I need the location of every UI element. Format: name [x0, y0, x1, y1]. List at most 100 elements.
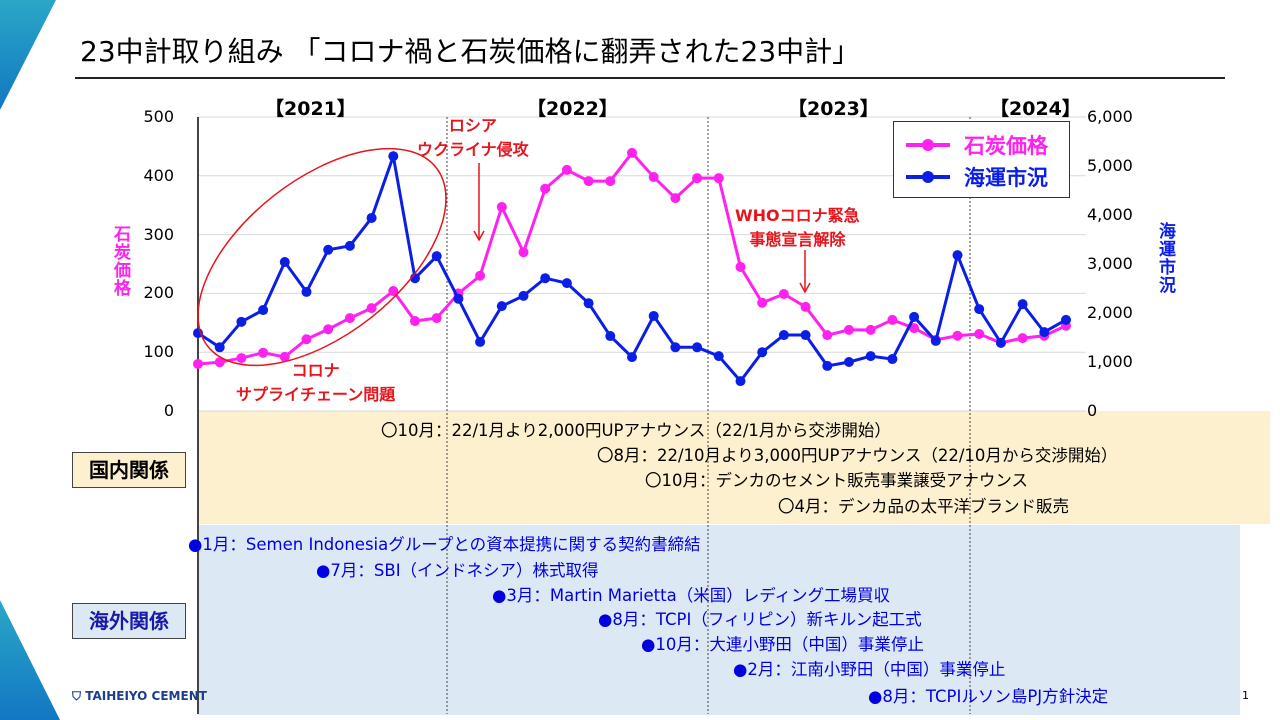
data-point-shipping	[974, 304, 985, 315]
data-point-shipping	[995, 337, 1006, 348]
title-rule	[75, 77, 1225, 79]
data-point-shipping	[236, 316, 247, 327]
page-title: 23中計取り組み 「コロナ禍と石炭価格に翻弄された23中計」	[80, 35, 861, 68]
data-point-shipping	[930, 335, 941, 346]
right-axis-tick: 0	[1087, 401, 1098, 420]
data-point-coal	[561, 164, 572, 175]
data-point-coal	[605, 176, 616, 187]
data-point-shipping	[366, 212, 377, 223]
data-point-shipping	[844, 357, 854, 367]
data-point-shipping	[800, 330, 811, 341]
data-point-coal	[301, 334, 312, 345]
data-point-coal	[475, 270, 486, 281]
data-point-shipping	[475, 336, 486, 347]
company-logo: ⛉ TAIHEIYO CEMENT	[72, 689, 207, 703]
domestic-band	[198, 411, 1270, 524]
year-label-2021: 【2021】	[265, 98, 356, 120]
left-axis-tick: 400	[143, 165, 174, 185]
data-point-shipping	[583, 298, 594, 309]
data-point-shipping	[670, 342, 681, 353]
data-point-shipping	[496, 301, 507, 312]
data-point-coal	[844, 324, 854, 335]
data-point-shipping	[279, 257, 290, 268]
data-point-coal	[909, 323, 920, 334]
overseas-event: ●3月：Martin Marietta（米国）レディング工場買収	[492, 586, 891, 605]
left-axis-title: 石炭価格	[110, 225, 130, 297]
right-axis-title: 海運市況	[1155, 222, 1175, 294]
overseas-event: ●8月：TCPIルソン島PJ方針決定	[868, 687, 1109, 706]
data-point-coal	[193, 358, 203, 369]
data-point-coal	[344, 313, 355, 324]
data-point-coal	[778, 288, 789, 299]
year-label-2023: 【2023】	[788, 98, 879, 120]
right-axis-tick: 4,000	[1087, 205, 1133, 224]
legend-marker-shipping	[906, 171, 950, 183]
data-point-coal	[214, 357, 225, 368]
data-point-coal	[496, 201, 507, 212]
left-axis-tick: 500	[143, 107, 174, 126]
data-point-shipping	[648, 310, 659, 321]
data-point-coal	[236, 353, 247, 364]
data-point-coal	[323, 324, 334, 335]
year-label-2022: 【2022】	[527, 98, 618, 120]
overseas-label: 海外関係	[72, 603, 186, 639]
right-axis-tick: 3,000	[1087, 254, 1133, 273]
data-point-coal	[692, 173, 703, 184]
legend-item-shipping: 海運市況	[904, 162, 1048, 192]
data-point-shipping	[561, 278, 572, 289]
left-axis-tick: 300	[143, 224, 174, 244]
logo-icon: ⛉	[72, 689, 82, 703]
left-axis-tick: 100	[143, 342, 174, 362]
data-point-shipping	[865, 351, 876, 362]
data-point-shipping	[887, 354, 898, 365]
data-point-shipping	[323, 244, 334, 255]
data-point-coal	[279, 351, 290, 362]
overseas-event: ●1月：Semen Indonesiaグループとの資本提携に関する契約書締結	[188, 535, 701, 554]
data-point-shipping	[735, 376, 746, 387]
data-point-coal	[887, 314, 898, 325]
data-point-coal	[670, 193, 681, 204]
year-label-2024: 【2024】	[990, 98, 1081, 120]
data-point-coal	[865, 324, 876, 335]
left-axis-tick: 200	[143, 283, 174, 303]
domestic-label: 国内関係	[72, 452, 186, 488]
data-point-coal	[735, 261, 746, 272]
data-point-shipping	[431, 251, 442, 262]
data-point-coal	[822, 330, 833, 341]
data-point-shipping	[822, 360, 833, 371]
data-point-coal	[974, 328, 985, 339]
data-point-shipping	[713, 351, 724, 362]
data-point-shipping	[453, 293, 464, 304]
data-point-coal	[388, 286, 399, 297]
right-axis-tick: 6,000	[1087, 107, 1133, 126]
data-point-coal	[800, 301, 811, 312]
data-point-coal	[518, 247, 529, 258]
page-number: 1	[1242, 689, 1249, 702]
right-axis-tick: 2,000	[1087, 303, 1133, 322]
data-point-coal	[366, 303, 377, 314]
overseas-event: ●10月：大連小野田（中国）事業停止	[641, 635, 924, 654]
data-point-shipping	[909, 311, 920, 322]
chart-legend: 石炭価格 海運市況	[893, 121, 1070, 198]
annotation-who-emergency-end: WHOコロナ緊急 事態宣言解除	[735, 206, 860, 249]
data-point-coal	[431, 313, 442, 324]
data-point-shipping	[627, 352, 637, 363]
domestic-event: 〇4月：デンカ品の太平洋ブランド販売	[778, 497, 1069, 516]
data-point-coal	[258, 347, 269, 358]
data-point-coal	[713, 173, 724, 184]
data-point-shipping	[388, 151, 399, 162]
annotation-arrow-ukraine-head	[473, 230, 485, 242]
data-point-shipping	[344, 240, 355, 251]
left-axis-tick: 0	[163, 401, 174, 420]
data-point-coal	[757, 297, 768, 308]
overseas-event: ●2月：江南小野田（中国）事業停止	[733, 660, 1006, 679]
data-point-shipping	[258, 305, 269, 316]
right-axis-tick: 5,000	[1087, 156, 1133, 175]
data-point-shipping	[692, 342, 703, 353]
data-point-shipping	[1039, 327, 1050, 338]
legend-item-coal: 石炭価格	[904, 130, 1048, 160]
data-point-shipping	[952, 250, 963, 261]
